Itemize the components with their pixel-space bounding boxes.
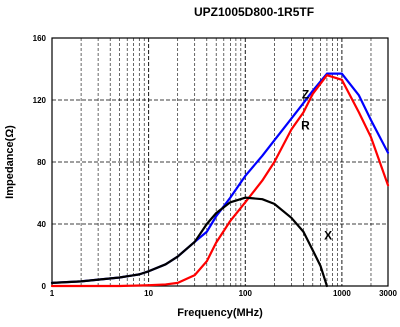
tick-labels: 1 10 100 1000 3000 0 40 80 120 160: [33, 34, 398, 298]
y-axis-label: Impedance(Ω): [4, 125, 16, 199]
x-tick-label: 1000: [333, 289, 351, 298]
y-tick-label: 40: [37, 220, 46, 229]
y-tick-label: 0: [42, 282, 47, 291]
series-label-r: R: [301, 118, 310, 132]
series-label-x: X: [324, 229, 332, 243]
chart-title: UPZ1005D800-1R5TF: [194, 5, 314, 19]
series-labels: Z R X: [301, 87, 332, 242]
x-tick-label: 10: [144, 289, 153, 298]
x-tick-label: 100: [239, 289, 253, 298]
x-tick-label: 1: [50, 289, 55, 298]
series-line-x: [50, 196, 329, 288]
x-tick-label: 3000: [379, 289, 397, 298]
y-tick-label: 80: [37, 158, 46, 167]
y-tick-label: 120: [33, 96, 47, 105]
y-tick-label: 160: [33, 34, 47, 43]
series-line-r: [50, 74, 390, 288]
x-axis-label: Frequency(MHz): [177, 307, 263, 319]
series-label-z: Z: [302, 87, 309, 101]
series-layer: [50, 72, 390, 288]
plot-frame: [51, 37, 389, 287]
grid: [52, 38, 388, 286]
